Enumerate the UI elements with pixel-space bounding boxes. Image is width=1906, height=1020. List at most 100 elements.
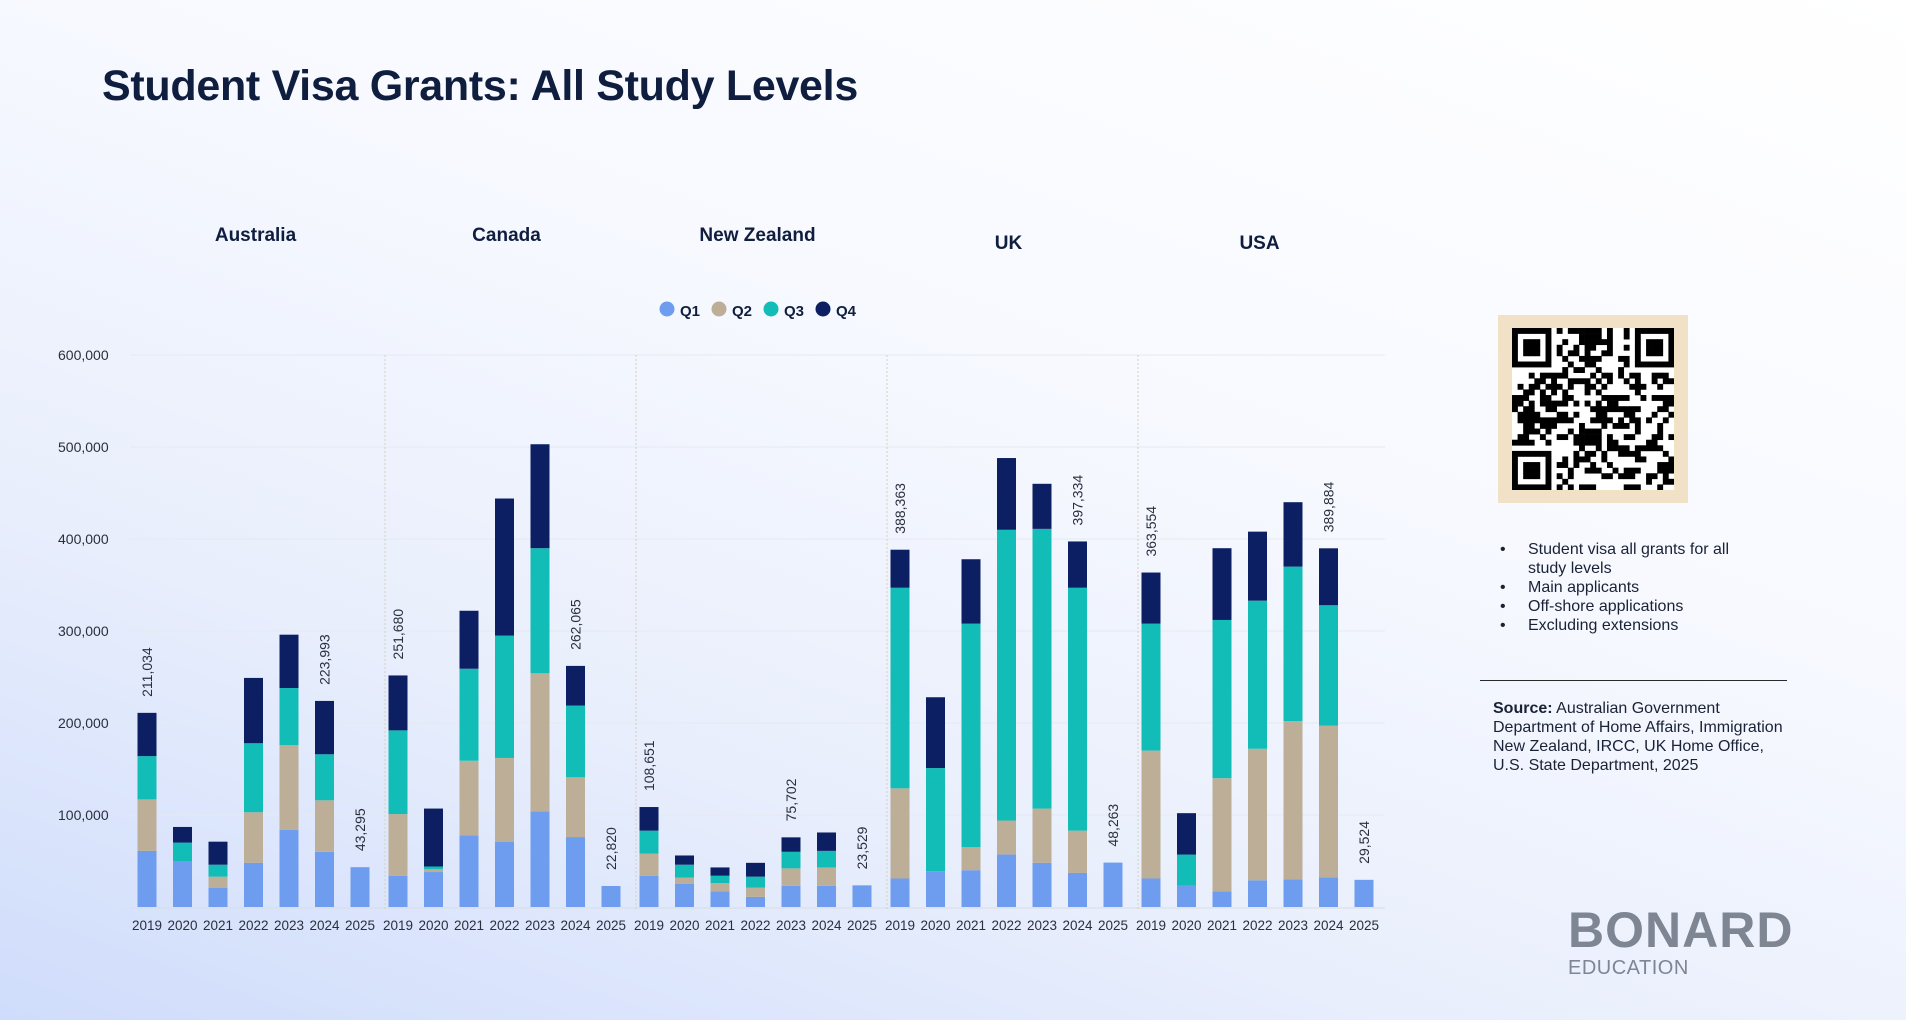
source-text: Source: Australian Government Department…: [1493, 699, 1793, 775]
qr-code[interactable]: [1498, 315, 1688, 503]
bar-segment-q1: [639, 875, 659, 907]
bar-segment-q1: [675, 884, 694, 907]
bar-segment-q4: [1032, 483, 1052, 529]
x-tick-label: 2025: [847, 918, 877, 933]
x-tick-label: 2024: [811, 918, 842, 933]
bar-segment-q3: [208, 864, 228, 877]
bar-segment-q4: [1212, 548, 1232, 620]
bar-segment-q1: [926, 871, 945, 907]
bar-segment-q4: [459, 610, 479, 669]
bar-segment-q3: [1212, 619, 1232, 779]
x-tick-label: 2020: [669, 918, 699, 933]
bar-segment-q1: [350, 867, 370, 907]
legend-label: Q4: [836, 303, 857, 320]
legend-marker-q1: [659, 301, 675, 317]
bar-segment-q2: [961, 847, 981, 871]
x-tick-label: 2019: [383, 918, 413, 933]
bar-segment-q3: [1068, 587, 1087, 831]
bar-segment-q1: [137, 850, 157, 907]
bar-segment-q1: [1212, 891, 1232, 907]
bar-segment-q1: [1032, 862, 1052, 907]
bar-segment-q1: [1068, 872, 1087, 907]
bar-segment-q3: [997, 529, 1016, 821]
bar-segment-q1: [208, 887, 228, 907]
panel-title: New Zealand: [699, 225, 815, 246]
bar-segment-q1: [1141, 878, 1161, 907]
bar-segment-q3: [1177, 854, 1196, 886]
data-label: 108,651: [641, 740, 657, 791]
bar-segment-q4: [961, 559, 981, 624]
bar-segment-q1: [1354, 879, 1374, 907]
bar-segment-q1: [1177, 885, 1196, 907]
bar-segment-q3: [315, 754, 334, 801]
x-tick-label: 2019: [1136, 918, 1166, 933]
notes-list: Student visa all grants for all study le…: [1500, 540, 1770, 635]
data-label: 22,820: [603, 827, 619, 870]
data-label: 43,295: [352, 808, 368, 851]
note-item: Off-shore applications: [1500, 597, 1770, 616]
data-label: 29,524: [1356, 821, 1372, 864]
bar-segment-q4: [137, 712, 157, 757]
bar-segment-q4: [495, 498, 514, 636]
bar-segment-q1: [244, 862, 263, 907]
x-tick-label: 2022: [991, 918, 1021, 933]
data-label: 251,680: [390, 609, 406, 660]
x-tick-label: 2023: [776, 918, 806, 933]
bar-segment-q1: [173, 861, 192, 907]
bar-segment-q2: [1141, 750, 1161, 879]
bar-segment-q4: [781, 837, 801, 852]
x-tick-label: 2022: [489, 918, 519, 933]
bar-segment-q1: [1248, 880, 1267, 907]
data-label: 75,702: [783, 778, 799, 821]
x-tick-label: 2023: [274, 918, 304, 933]
data-label: 211,034: [139, 647, 155, 697]
data-label: 23,529: [854, 826, 870, 869]
bar-segment-q4: [279, 634, 299, 689]
page-title: Student Visa Grants: All Study Levels: [102, 62, 858, 110]
bar-segment-q3: [279, 688, 299, 746]
data-label: 262,065: [568, 599, 584, 650]
bar-segment-q4: [388, 675, 408, 731]
legend-marker-q3: [763, 301, 779, 317]
y-tick-label: 200,000: [58, 715, 109, 731]
bar-segment-q4: [746, 862, 765, 877]
bar-segment-q1: [566, 837, 585, 907]
x-tick-label: 2021: [705, 918, 735, 933]
bar-segment-q1: [961, 870, 981, 907]
note-item: Excluding extensions: [1500, 616, 1770, 635]
source-label: Source:: [1493, 700, 1553, 717]
bar-segment-q2: [675, 877, 694, 884]
x-tick-label: 2020: [418, 918, 448, 933]
bar-segment-q4: [1248, 531, 1267, 601]
data-label: 397,334: [1070, 475, 1086, 526]
bar-segment-q1: [315, 851, 334, 907]
bar-segment-q4: [639, 807, 659, 831]
bar-segment-q1: [424, 872, 443, 907]
bar-segment-q2: [566, 777, 585, 838]
x-tick-label: 2020: [167, 918, 197, 933]
bar-segment-q2: [781, 868, 801, 886]
bar-segment-q3: [459, 668, 479, 761]
source-body: Australian Government Department of Home…: [1493, 700, 1783, 774]
legend-marker-q2: [711, 301, 727, 317]
bar-segment-q3: [388, 730, 408, 815]
bar-segment-q4: [566, 665, 585, 706]
bar-segment-q3: [424, 866, 443, 870]
bar-segment-q1: [459, 835, 479, 907]
x-tick-label: 2019: [132, 918, 162, 933]
data-label: 388,363: [892, 483, 908, 534]
bar-segment-q3: [244, 743, 263, 813]
bar-segment-q2: [1032, 808, 1052, 863]
bar-segment-q4: [1177, 813, 1196, 855]
x-tick-label: 2024: [309, 918, 340, 933]
x-tick-label: 2023: [1027, 918, 1057, 933]
bar-segment-q3: [495, 635, 514, 758]
bar-segment-q2: [1248, 748, 1267, 881]
bar-segment-q2: [315, 800, 334, 852]
bar-segment-q1: [388, 875, 408, 907]
x-tick-label: 2024: [560, 918, 591, 933]
bar-segment-q3: [173, 842, 192, 861]
x-tick-label: 2025: [1098, 918, 1128, 933]
bar-segment-q2: [817, 867, 836, 886]
x-tick-label: 2022: [740, 918, 770, 933]
